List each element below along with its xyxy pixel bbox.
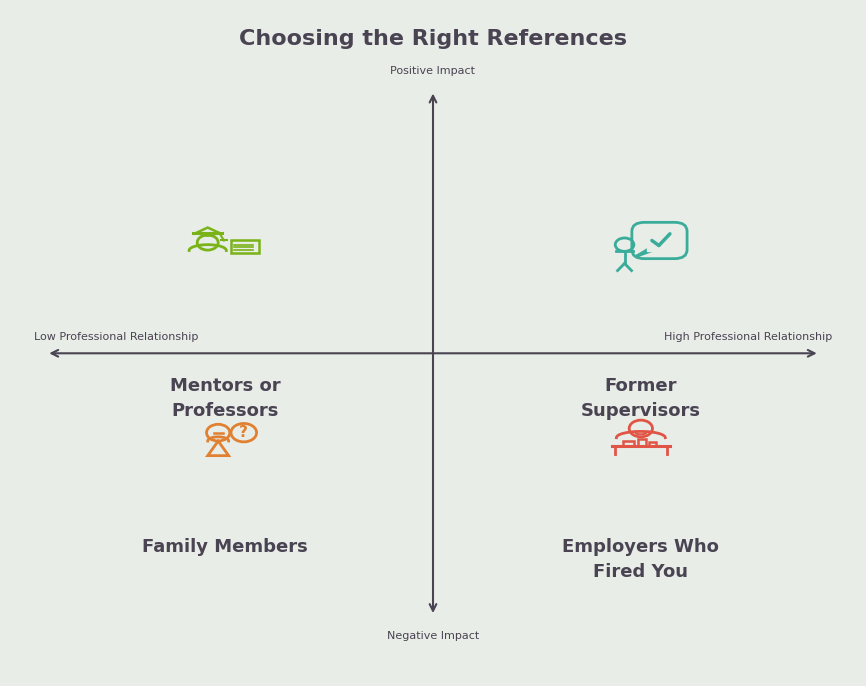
Text: Negative Impact: Negative Impact bbox=[387, 631, 479, 641]
Text: High Professional Relationship: High Professional Relationship bbox=[664, 332, 832, 342]
Bar bbox=[649, 442, 656, 446]
Text: ?: ? bbox=[239, 425, 249, 440]
Text: Positive Impact: Positive Impact bbox=[391, 66, 475, 75]
Bar bbox=[638, 438, 646, 446]
Text: Mentors or
Professors: Mentors or Professors bbox=[170, 377, 281, 420]
Polygon shape bbox=[647, 248, 655, 251]
Text: Low Professional Relationship: Low Professional Relationship bbox=[34, 332, 198, 342]
Text: Employers Who
Fired You: Employers Who Fired You bbox=[562, 539, 720, 581]
Text: Family Members: Family Members bbox=[142, 539, 308, 556]
Text: Former
Supervisors: Former Supervisors bbox=[581, 377, 701, 420]
Bar bbox=[624, 440, 634, 446]
Text: Choosing the Right References: Choosing the Right References bbox=[239, 29, 627, 49]
